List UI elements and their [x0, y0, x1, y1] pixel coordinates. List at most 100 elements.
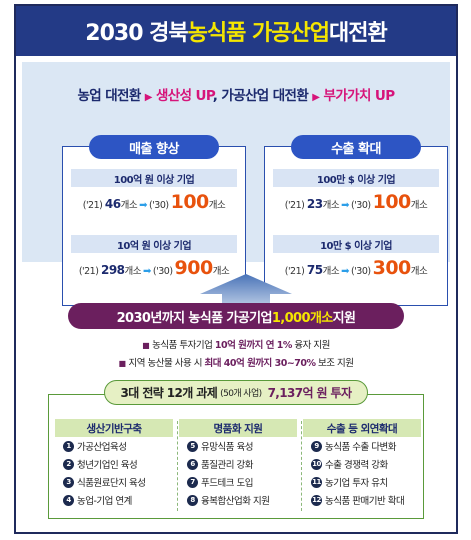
- bullet-2-c: 보조 지원: [315, 358, 354, 369]
- from-year: ('21): [82, 200, 103, 211]
- bullet-2-b: 최대 40억 원까지 30~70%: [204, 358, 317, 369]
- arrow-right-icon: ➡: [341, 200, 349, 211]
- strategy-bar: 3대 전략 12개 과제 (50개 사업) 7,137억 원 투자: [104, 380, 368, 405]
- column-divider: [301, 421, 302, 511]
- bullet-1: ■ 농식품 투자기업 10억 원까지 연 1% 융자 지원: [16, 337, 456, 351]
- task-6: 6 품질관리 강화: [179, 455, 297, 473]
- to-year: ('30): [148, 200, 169, 211]
- export-row-1-label: 100만 $ 이상 기업: [273, 169, 439, 187]
- number-badge: 10: [311, 458, 322, 470]
- task-label: 농기업 투자 유치: [325, 478, 388, 489]
- number-badge: 2: [63, 458, 74, 470]
- subtitle-d: 부가가치 UP: [323, 88, 396, 104]
- infographic-frame: 2030 경북 농식품 가공산업 대전환 농업 대전환 ▶ 생산성 UP, 가공…: [14, 4, 458, 534]
- square-bullet-icon: ■: [142, 341, 150, 350]
- sales-box: 매출 향상 100억 원 이상 기업 ('21) 46 개소 ➡ ('30) 10…: [62, 135, 246, 306]
- bullet-1-b: 10억 원까지 연 1%: [214, 340, 292, 351]
- from-value: 75: [306, 263, 323, 277]
- support-bar: 2030년까지 농식품 가공기업 1,000개소 지원: [68, 303, 404, 329]
- from-value: 298: [100, 263, 125, 277]
- number-badge: 12: [311, 494, 322, 506]
- task-label: 품질관리 강화: [201, 460, 253, 471]
- export-row-2-value: ('21) 75 개소 ➡ ('30) 300 개소: [265, 257, 447, 279]
- to-unit: 개소: [410, 266, 428, 277]
- strategy-bar-a: 3대 전략 12개 과제: [120, 386, 218, 400]
- unit: 개소: [120, 200, 138, 211]
- subtitle-arrow-1: ▶: [144, 92, 153, 103]
- from-year: ('21): [284, 266, 305, 277]
- to-unit: 개소: [208, 200, 226, 211]
- bullet-2-a: 지역 농산물 사용 시: [128, 358, 205, 369]
- number-badge: 7: [187, 476, 198, 488]
- task-label: 농식품 수출 다변화: [325, 442, 396, 453]
- subtitle-arrow-2: ▶: [312, 92, 320, 103]
- to-year: ('30): [350, 266, 371, 277]
- title-part-1: 2030 경북: [85, 21, 188, 46]
- from-value: 23: [306, 197, 323, 211]
- number-badge: 1: [63, 440, 74, 452]
- strategy-column-1: 생산기반구축 1 가공산업육성 2 청년기업인 육성 3 식품원료단지 육성 4 농업-…: [55, 419, 173, 509]
- bullet-1-a: 농식품 투자기업: [152, 340, 215, 351]
- strategy-1-header: 생산기반구축: [55, 419, 173, 437]
- from-year: ('21): [78, 266, 99, 277]
- sales-row-2-value: ('21) 298 개소 ➡ ('30) 900 개소: [63, 257, 245, 279]
- task-2: 2 청년기업인 육성: [55, 455, 173, 473]
- task-11: 11 농기업 투자 유치: [303, 473, 421, 491]
- unit: 개소: [124, 266, 142, 277]
- task-7: 7 푸드테크 도입: [179, 473, 297, 491]
- task-label: 푸드테크 도입: [201, 478, 253, 489]
- to-unit: 개소: [212, 266, 230, 277]
- task-label: 청년기업인 육성: [77, 460, 138, 471]
- number-badge: 5: [187, 440, 198, 452]
- strategy-column-2: 명품화 지원 5 유망식품 육성 6 품질관리 강화 7 푸드테크 도입 8 융복합산업…: [179, 419, 297, 509]
- task-label: 가공산업육성: [77, 442, 127, 453]
- arrow-right-icon: ➡: [341, 266, 349, 277]
- from-year: ('21): [284, 200, 305, 211]
- to-unit: 개소: [410, 200, 428, 211]
- strategy-bar-b: (50개 사업): [220, 389, 262, 399]
- task-label: 융복합산업화 지원: [201, 496, 270, 507]
- task-8: 8 융복합산업화 지원: [179, 491, 297, 509]
- strategy-column-3: 수출 등 외연확대 9 농식품 수출 다변화 10 수출 경쟁력 강화 11 농기업 …: [303, 419, 421, 509]
- subtitle: 농업 대전환 ▶ 생산성 UP, 가공산업 대전환 ▶ 부가가치 UP: [22, 84, 450, 104]
- export-row-2-label: 10만 $ 이상 기업: [273, 235, 439, 253]
- from-value: 46: [104, 197, 121, 211]
- strategy-3-header: 수출 등 외연확대: [303, 419, 421, 437]
- unit: 개소: [322, 266, 340, 277]
- task-10: 10 수출 경쟁력 강화: [303, 455, 421, 473]
- strategy-2-header: 명품화 지원: [179, 419, 297, 437]
- task-label: 농업-기업 연계: [77, 496, 132, 507]
- arrow-right-icon: ➡: [139, 200, 147, 211]
- task-9: 9 농식품 수출 다변화: [303, 437, 421, 455]
- to-value: 900: [174, 257, 214, 279]
- column-divider: [177, 421, 178, 511]
- bullet-2: ■ 지역 농산물 사용 시 최대 40억 원까지 30~70% 보조 지원: [16, 355, 456, 369]
- strategy-bar-c: 7,137억 원 투자: [267, 386, 352, 400]
- arrow-right-icon: ➡: [143, 266, 151, 277]
- support-bar-c: 지원: [332, 310, 356, 326]
- task-12: 12 농식품 판매기반 확대: [303, 491, 421, 509]
- sales-header: 매출 향상: [89, 135, 219, 159]
- support-bar-b: 1,000개소: [271, 310, 333, 326]
- up-arrow-icon: [200, 274, 292, 306]
- title-part-3: 대전환: [328, 21, 388, 46]
- number-badge: 9: [311, 440, 322, 452]
- task-5: 5 유망식품 육성: [179, 437, 297, 455]
- bullet-1-c: 융자 지원: [291, 340, 330, 351]
- task-3: 3 식품원료단지 육성: [55, 473, 173, 491]
- subtitle-c: , 가공산업 대전환: [212, 88, 309, 104]
- number-badge: 6: [187, 458, 198, 470]
- goals-panel: 농업 대전환 ▶ 생산성 UP, 가공산업 대전환 ▶ 부가가치 UP 매출 향…: [22, 62, 450, 306]
- to-value: 100: [372, 191, 412, 213]
- subtitle-a: 농업 대전환: [77, 88, 141, 104]
- number-badge: 4: [63, 494, 74, 506]
- subtitle-b: 생산성 UP: [155, 88, 213, 104]
- sales-row-1-value: ('21) 46 개소 ➡ ('30) 100 개소: [63, 191, 245, 213]
- to-value: 100: [170, 191, 210, 213]
- to-year: ('30): [350, 200, 371, 211]
- number-badge: 8: [187, 494, 198, 506]
- unit: 개소: [322, 200, 340, 211]
- to-year: ('30): [152, 266, 173, 277]
- task-4: 4 농업-기업 연계: [55, 491, 173, 509]
- sales-row-2-label: 10억 원 이상 기업: [71, 235, 237, 253]
